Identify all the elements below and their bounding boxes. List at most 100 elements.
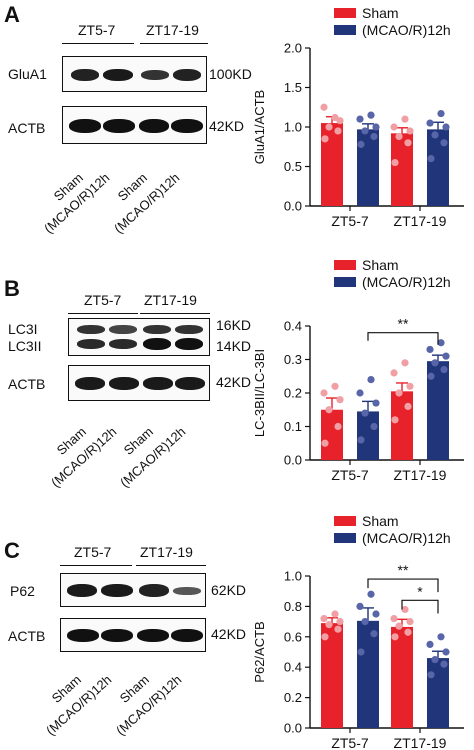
group-line [62,43,134,44]
kd-label: 42KD [211,626,247,642]
data-point [437,109,445,118]
band [71,69,99,81]
y-tick-label: 0.0 [284,199,302,214]
bar [357,411,379,460]
y-axis-label: LC-3BII/LC-3BI [252,349,267,437]
blot-label-target: GluA1 [8,66,47,82]
data-point [426,345,434,354]
data-point [361,409,369,417]
band [67,629,99,642]
data-point [431,131,439,139]
band [175,377,205,390]
group-label-zt17-19: ZT17-19 [140,544,193,560]
data-point [325,621,333,629]
blot-label-actb: ACTB [8,120,46,136]
group-label-zt5-7: ZT5-7 [74,544,112,560]
blot-target [60,573,206,607]
band [67,584,97,597]
bar [321,623,343,728]
bar [427,361,449,460]
panel-b: B ZT5-7 ZT17-19 LC3I LC3II 16KD 14KD ACT… [0,250,474,500]
data-point [390,369,398,377]
kd-label: 62KD [211,582,247,598]
data-point [370,132,378,141]
bar [321,409,343,460]
significance-bracket [367,578,439,593]
kd-label: 14KD [216,338,252,354]
blot-label-lc3ii: LC3II [8,338,42,354]
legend-label: Sham [362,5,399,21]
bar [427,658,449,728]
data-point [356,602,364,610]
legend-swatch [334,8,356,18]
data-point [390,614,398,623]
blot-actb [62,106,207,144]
group-line [60,565,132,566]
bar-chart: Sham(MCAO/R)12h 0.0 0.2 0.4 0.6 0.8 1.0 P62/ACT… [252,513,464,750]
data-point [401,115,409,123]
data-point [336,396,344,404]
legend-label: Sham [362,513,399,529]
x-tick-label: ZT5-7 [331,467,369,483]
data-point [372,123,380,131]
data-point [321,135,329,143]
y-tick-label: 0.3 [284,352,302,367]
data-point [431,656,439,664]
data-point [336,618,344,626]
blot-label-actb: ACTB [8,376,46,392]
data-point [357,648,365,656]
bar [391,133,413,206]
data-point [357,140,365,148]
data-point [404,139,412,147]
data-point [395,622,403,630]
data-point [440,660,448,668]
y-tick-label: 0.0 [284,721,302,736]
data-point [320,614,328,623]
band [173,587,201,595]
kd-label: 16KD [216,317,252,333]
band [173,69,201,81]
kd-label: 42KD [216,374,252,390]
data-point [391,158,399,167]
band [77,339,105,349]
data-point [442,352,450,360]
bar [391,626,413,728]
group-label-zt17-19: ZT17-19 [144,292,197,308]
data-point [334,625,342,633]
data-point [367,590,375,598]
bar [357,620,379,728]
legend-swatch [334,25,356,35]
band [75,377,105,390]
data-point [404,628,412,636]
data-point [370,422,378,431]
blot-actb [68,365,210,401]
y-tick-label: 0.0 [284,453,302,468]
y-tick-label: 0.4 [284,319,302,334]
bar [357,129,379,206]
data-point [391,633,399,641]
band [139,584,169,597]
data-point [395,389,403,397]
data-point [361,127,369,135]
data-point [321,633,329,641]
y-tick-label: 0.6 [284,629,302,644]
band [109,377,139,390]
band [143,338,171,350]
y-tick-label: 0.2 [284,386,302,401]
data-point [367,376,375,384]
y-tick-label: 0.4 [284,660,302,675]
y-tick-label: 2.0 [284,41,302,56]
data-point [442,648,450,656]
data-point [334,127,342,135]
band [101,584,133,597]
data-point [431,359,439,367]
data-point [440,365,448,374]
blot-label-actb: ACTB [8,628,46,644]
blot-target [62,56,207,92]
band [103,119,135,133]
band [101,629,133,642]
legend-label: (MCAO/R)12h [362,274,451,290]
band [139,119,169,133]
data-point [390,123,398,131]
blot-actb [60,618,206,652]
